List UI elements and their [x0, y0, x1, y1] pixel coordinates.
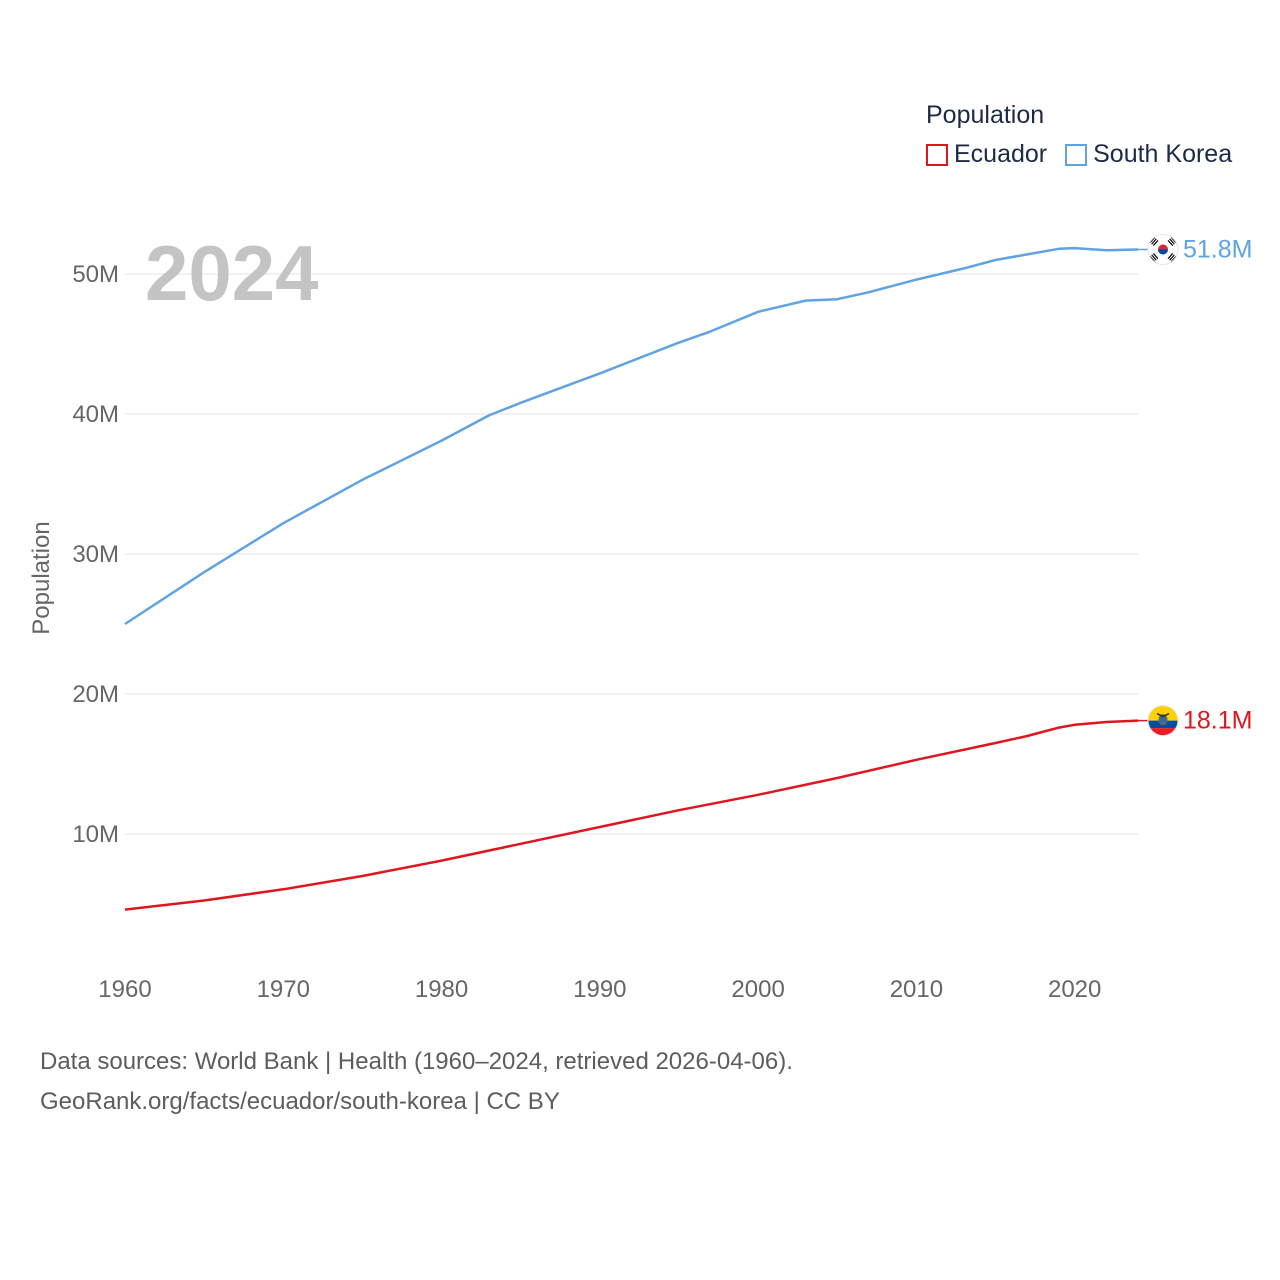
x-tick-label: 1980 — [415, 976, 468, 1003]
y-tick-label: 30M — [72, 541, 119, 568]
legend-title: Population — [926, 101, 1045, 129]
y-tick-label: 10M — [72, 821, 119, 848]
legend-label-south-korea: South Korea — [1093, 140, 1233, 168]
x-tick-label: 1970 — [257, 976, 310, 1003]
series-lines — [124, 246, 1139, 911]
y-axis-ticks: 10M 20M 30M 40M 50M — [72, 261, 119, 848]
data-sources-note: Data sources: World Bank | Health (1960–… — [40, 1048, 793, 1075]
y-tick-label: 20M — [72, 681, 119, 708]
y-tick-label: 40M — [72, 401, 119, 428]
footer: Data sources: World Bank | Health (1960–… — [40, 1042, 793, 1122]
attribution-link[interactable]: GeoRank.org/facts/ecuador/south-korea | … — [40, 1088, 560, 1115]
gridlines — [125, 273, 1138, 835]
x-tick-label: 2010 — [890, 976, 943, 1003]
series-end-markers: 18.1M 51.8M — [1138, 234, 1252, 737]
series-line-ecuador — [124, 719, 1139, 911]
legend-label-ecuador: Ecuador — [954, 140, 1048, 168]
y-axis-label: Population — [28, 521, 55, 635]
end-value-label-ecuador: 18.1M — [1183, 707, 1252, 735]
year-watermark: 2024 — [145, 229, 319, 317]
ecuador-flag-icon — [1147, 705, 1179, 737]
x-tick-label: 1990 — [573, 976, 626, 1003]
x-tick-label: 2020 — [1048, 976, 1101, 1003]
x-tick-label: 2000 — [731, 976, 784, 1003]
south-korea-flag-icon — [1147, 234, 1179, 265]
x-axis-ticks: 1960 1970 1980 1990 2000 2010 2020 — [98, 976, 1101, 1003]
x-tick-label: 1960 — [98, 976, 151, 1003]
legend-swatch-ecuador — [926, 143, 948, 166]
legend-swatch-south-korea — [1065, 143, 1088, 166]
legend-item-ecuador[interactable]: Ecuador — [926, 140, 1047, 169]
series-line-south-korea — [124, 246, 1139, 626]
legend: Population Ecuador South Korea — [926, 100, 1250, 169]
y-tick-label: 50M — [72, 261, 119, 288]
end-value-label-south-korea: 51.8M — [1183, 236, 1252, 264]
legend-item-south-korea[interactable]: South Korea — [1065, 140, 1232, 169]
